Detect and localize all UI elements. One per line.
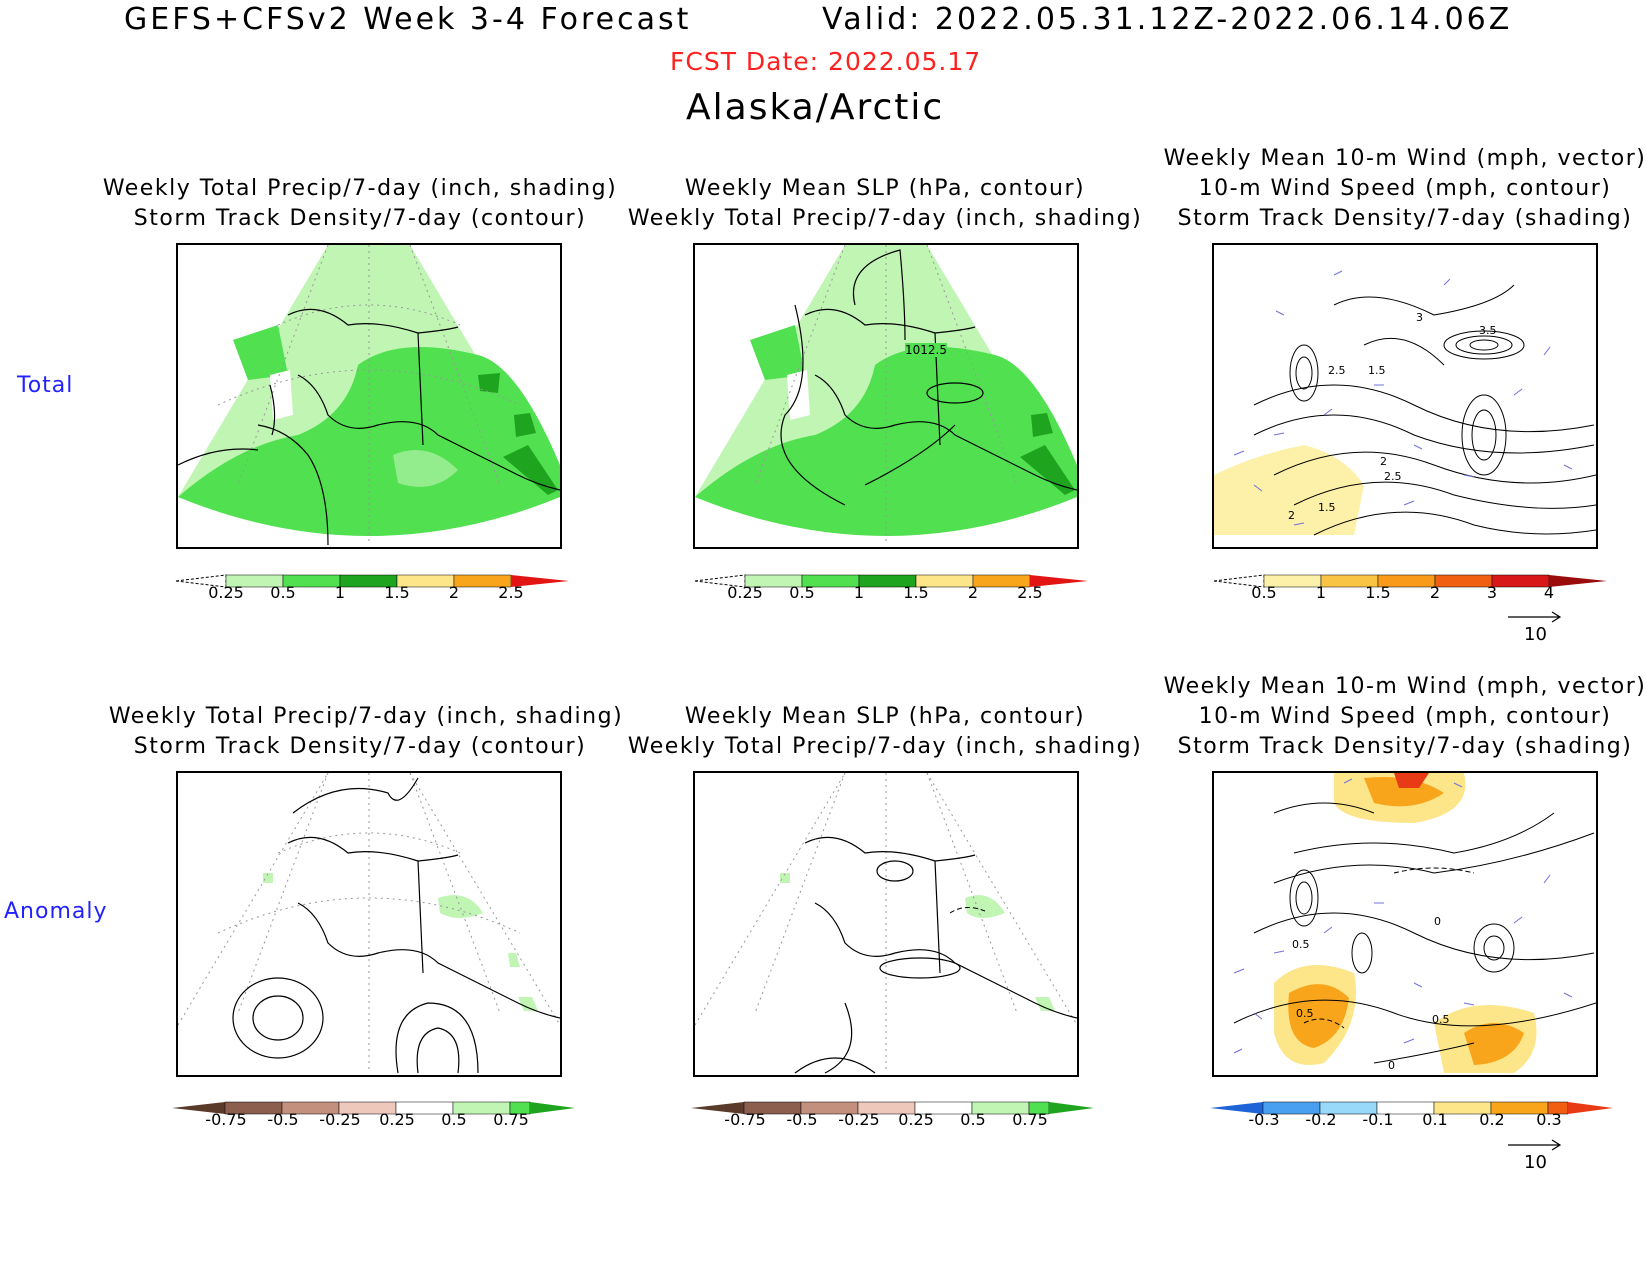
cbar-tick: 0.5 xyxy=(270,583,296,602)
cbar-tick: 0.5 xyxy=(441,1110,467,1129)
wind-contour-label: 2.5 xyxy=(1384,470,1402,483)
cbar-tick: -0.25 xyxy=(319,1110,361,1129)
panel2-title-line2: Weekly Total Precip/7-day (inch, shading… xyxy=(627,206,1143,231)
cbar-tick: -0.3 xyxy=(1248,1110,1280,1129)
cbar-tick: 2 xyxy=(448,583,460,602)
cbar-tick: 2.5 xyxy=(1017,583,1043,602)
wind-contour-label: 1.5 xyxy=(1318,501,1336,514)
panel3-title-line1: Weekly Mean 10-m Wind (mph, vector) xyxy=(1163,146,1647,171)
panel1-title-line1: Weekly Total Precip/7-day (inch, shading… xyxy=(102,176,618,201)
cbar-tick: -0.5 xyxy=(267,1110,299,1129)
cbar-tick: 0.75 xyxy=(1012,1110,1048,1129)
wind-contour-label: 3 xyxy=(1416,311,1423,324)
cbar-tick: 0.3 xyxy=(1536,1110,1562,1129)
cbar-tick: -0.25 xyxy=(838,1110,880,1129)
cbar-tick: 1 xyxy=(334,583,346,602)
cbar-tick: 1 xyxy=(1315,583,1327,602)
slp-contour-label: 1012.5 xyxy=(905,343,947,357)
panel6-title-line3: Storm Track Density/7-day (shading) xyxy=(1177,734,1633,759)
cbar-tick: 0.5 xyxy=(960,1110,986,1129)
cbar-tick: 0.25 xyxy=(208,583,244,602)
vector-reference-label: 10 xyxy=(1524,624,1547,645)
colorbar-precip-total xyxy=(175,574,569,588)
cbar-tick: 0.25 xyxy=(898,1110,934,1129)
wind-contour-label: 1.5 xyxy=(1368,364,1386,377)
colorbar-storm-anom xyxy=(1210,1101,1613,1115)
wind-contour-label: 2 xyxy=(1288,509,1295,522)
wind-anom-contour-label: 0.5 xyxy=(1432,1013,1450,1026)
cbar-tick: 1.5 xyxy=(903,583,929,602)
panel2-title-line1: Weekly Mean SLP (hPa, contour) xyxy=(684,176,1086,201)
wind-anom-contour-label: 0 xyxy=(1388,1059,1395,1072)
panel5-title-line1: Weekly Mean SLP (hPa, contour) xyxy=(684,704,1086,729)
cbar-tick: -0.5 xyxy=(786,1110,818,1129)
cbar-tick: -0.75 xyxy=(205,1110,247,1129)
cbar-tick: 0.5 xyxy=(789,583,815,602)
map-anomaly-wind: 0.5 0.5 0.5 0 0 xyxy=(1212,771,1598,1077)
forecast-date: FCST Date: 2022.05.17 xyxy=(670,47,982,76)
cbar-tick: 0.25 xyxy=(379,1110,415,1129)
cbar-tick: 2 xyxy=(1429,583,1441,602)
panel6-title-line1: Weekly Mean 10-m Wind (mph, vector) xyxy=(1163,674,1647,699)
row-label-total: Total xyxy=(17,373,74,398)
panel6-title-line2: 10-m Wind Speed (mph, contour) xyxy=(1198,704,1612,729)
cbar-tick: 0.2 xyxy=(1479,1110,1505,1129)
cbar-tick: -0.1 xyxy=(1362,1110,1394,1129)
cbar-tick: 1 xyxy=(853,583,865,602)
map-anomaly-slp xyxy=(693,771,1079,1077)
map-total-slp: 1012.5 xyxy=(693,243,1079,549)
panel1-title-line2: Storm Track Density/7-day (contour) xyxy=(133,206,587,231)
cbar-tick: 4 xyxy=(1543,583,1555,602)
wind-contour-label: 2 xyxy=(1380,455,1387,468)
wind-contour-label: 2.5 xyxy=(1328,364,1346,377)
vector-reference-label: 10 xyxy=(1524,1152,1547,1173)
colorbar-precip-anom xyxy=(172,1101,575,1115)
panel4-title-line1: Weekly Total Precip/7-day (inch, shading… xyxy=(108,704,624,729)
cbar-tick: -0.2 xyxy=(1305,1110,1337,1129)
cbar-tick: -0.75 xyxy=(724,1110,766,1129)
cbar-tick: 0.5 xyxy=(1251,583,1277,602)
cbar-tick: 0.75 xyxy=(493,1110,529,1129)
wind-anom-contour-label: 0.5 xyxy=(1296,1007,1314,1020)
cbar-tick: 2.5 xyxy=(498,583,524,602)
cbar-tick: 0.25 xyxy=(727,583,763,602)
wind-anom-contour-label: 0 xyxy=(1434,915,1441,928)
panel4-title-line2: Storm Track Density/7-day (contour) xyxy=(133,734,587,759)
cbar-tick: 1.5 xyxy=(384,583,410,602)
colorbar-precip-total-2 xyxy=(694,574,1088,588)
panel5-title-line2: Weekly Total Precip/7-day (inch, shading… xyxy=(627,734,1143,759)
colorbar-storm-total xyxy=(1213,574,1607,588)
wind-anom-contour-label: 0.5 xyxy=(1292,938,1310,951)
region-title: Alaska/Arctic xyxy=(686,87,945,128)
panel3-title-line2: 10-m Wind Speed (mph, contour) xyxy=(1198,176,1612,201)
panel3-title-line3: Storm Track Density/7-day (shading) xyxy=(1177,206,1633,231)
cbar-tick: 0.1 xyxy=(1422,1110,1448,1129)
colorbar-precip-anom-2 xyxy=(691,1101,1094,1115)
cbar-tick: 1.5 xyxy=(1365,583,1391,602)
cbar-tick: 2 xyxy=(967,583,979,602)
wind-contour-label: 3.5 xyxy=(1479,324,1497,337)
valid-range: Valid: 2022.05.31.12Z-2022.06.14.06Z xyxy=(822,2,1513,37)
vector-reference-arrow xyxy=(1508,1139,1562,1151)
map-anomaly-precip xyxy=(176,771,562,1077)
row-label-anomaly: Anomaly xyxy=(4,899,108,924)
forecast-title: GEFS+CFSv2 Week 3-4 Forecast xyxy=(124,2,692,37)
map-total-wind: 3 3.5 2.5 1.5 2 1.5 2 2.5 xyxy=(1212,243,1598,549)
vector-reference-arrow xyxy=(1508,611,1562,623)
map-total-precip xyxy=(176,243,562,549)
cbar-tick: 3 xyxy=(1486,583,1498,602)
